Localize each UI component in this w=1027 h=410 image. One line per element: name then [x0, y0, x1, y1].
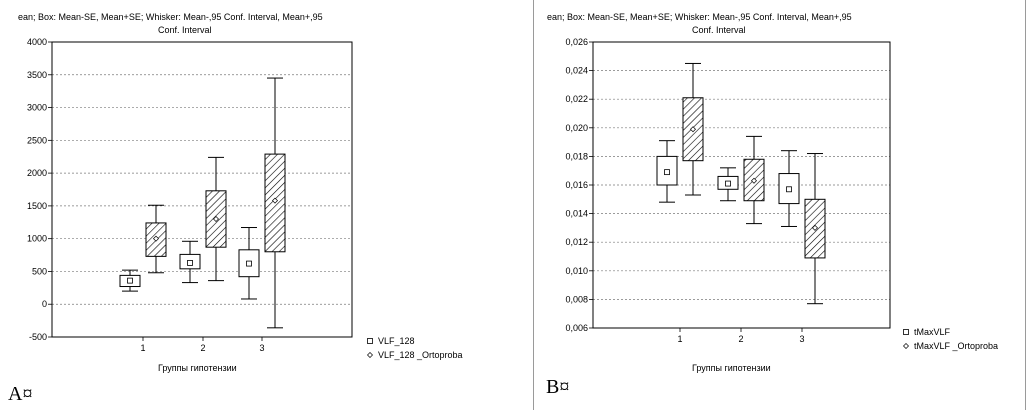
- chart-a-mean-marker: [153, 235, 159, 242]
- chart-b-ytick-label: 0,018: [565, 151, 588, 161]
- chart-b-ytick-label: 0,006: [565, 323, 588, 333]
- chart-b-ytick-label: 0,024: [565, 66, 588, 76]
- chart-b-ytick-label: 0,012: [565, 237, 588, 247]
- chart-a-panel-label: A¤: [8, 383, 32, 405]
- chart-a-ytick-label: 3000: [27, 103, 47, 113]
- chart-b-frame: [592, 41, 891, 329]
- chart-b-title-line1: ean; Box: Mean-SE, Mean+SE; Whisker: Mea…: [547, 12, 852, 22]
- chart-b-mean-marker: [812, 224, 818, 231]
- chart-b-title-line2: Conf. Interval: [692, 25, 746, 35]
- chart-a-legend-label: VLF_128 _Ortoproba: [378, 350, 463, 360]
- chart-a-ytick-label: 0: [42, 299, 47, 309]
- chart-b-panel-label: B¤: [546, 376, 569, 398]
- chart-a-ytick-label: 500: [32, 266, 47, 276]
- chart-b-mean-marker: [725, 180, 731, 187]
- chart-b-plot: 0,026 0,024 0,022 0,020 0,018 0,016 0,014 0,012…: [565, 37, 998, 351]
- chart-b-ytick-label: 0,016: [565, 180, 588, 190]
- chart-b-mean-marker: [786, 186, 792, 193]
- chart-a-xtick-label: 2: [200, 343, 205, 353]
- chart-b-mean-marker: [751, 177, 757, 184]
- chart-b-ytick-label: 0,014: [565, 209, 588, 219]
- chart-a-plot: 4000 3500 3000 2500 2000 1500 1000 500 0 -500 1 2 3 V…: [27, 37, 463, 360]
- chart-b-ytick-label: 0,026: [565, 37, 588, 47]
- chart-a-ytick-label: 2000: [27, 168, 47, 178]
- chart-a-title-line1: ean; Box: Mean-SE, Mean+SE; Whisker: Mea…: [18, 12, 323, 22]
- chart-a-mean-marker: [246, 260, 252, 267]
- chart-a-mean-marker: [127, 277, 133, 284]
- chart-a-ytick-label: 2500: [27, 135, 47, 145]
- page-right-border: [1025, 0, 1026, 410]
- chart-a-legend-label: VLF_128: [378, 336, 415, 346]
- chart-b-xtick-label: 3: [799, 334, 804, 344]
- chart-b-legend-marker: [903, 343, 909, 349]
- chart-a-xtick-label: 3: [259, 343, 264, 353]
- chart-b-xtick-label: 1: [677, 334, 682, 344]
- chart-b-xtick-label: 2: [738, 334, 743, 344]
- chart-a-title-line2: Conf. Interval: [158, 25, 212, 35]
- chart-a-frame: [51, 41, 353, 338]
- chart-b-legend-label: tMaxVLF _Ortoproba: [914, 341, 998, 351]
- chart-a-xtick-label: 1: [140, 343, 145, 353]
- chart-b-mean-marker: [664, 169, 670, 176]
- chart-a-legend-marker: [367, 352, 373, 358]
- chart-a-mean-marker: [272, 197, 278, 204]
- chart-b-legend-label: tMaxVLF: [914, 327, 951, 337]
- chart-a-ytick-label: 4000: [27, 37, 47, 47]
- chart-a-xlabel: Группы гипотензии: [158, 363, 237, 373]
- panel-divider: [533, 0, 534, 410]
- chart-a-ytick-label: -500: [29, 332, 47, 342]
- chart-b-ytick-label: 0,022: [565, 94, 588, 104]
- chart-a-mean-marker: [213, 216, 219, 222]
- chart-a-ytick-label: 3500: [27, 70, 47, 80]
- chart-a-legend-marker: [367, 338, 373, 344]
- chart-b-ytick-label: 0,008: [565, 294, 588, 304]
- chart-a-ytick-label: 1500: [27, 201, 47, 211]
- chart-b-mean-marker: [690, 126, 696, 133]
- chart-b-ytick-label: 0,020: [565, 123, 588, 133]
- chart-a-ytick-label: 1000: [27, 234, 47, 244]
- chart-b-ytick-label: 0,010: [565, 266, 588, 276]
- chart-a-mean-marker: [187, 260, 193, 266]
- chart-b-legend-marker: [903, 329, 909, 335]
- chart-b-xlabel: Группы гипотензии: [692, 363, 771, 373]
